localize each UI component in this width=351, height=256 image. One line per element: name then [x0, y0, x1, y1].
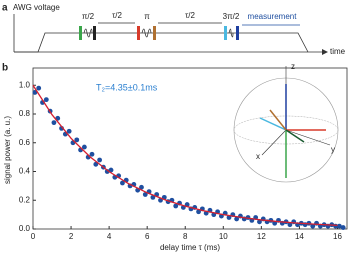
data-point	[74, 137, 80, 143]
x-tick-label: 12	[257, 232, 266, 241]
data-point	[51, 120, 57, 126]
vector	[269, 109, 287, 131]
data-point	[66, 128, 72, 134]
x-tick-label: 14	[295, 232, 304, 241]
y-axis-label: signal power (a. u.)	[3, 116, 12, 184]
x-tick-label: 6	[145, 232, 150, 241]
x-tick-label: 8	[183, 232, 188, 241]
x-label: time	[330, 47, 346, 56]
bloch-sphere: z y x	[226, 62, 346, 188]
y-tick-label: 0.4	[19, 167, 31, 176]
y-tick-label: 0.6	[19, 138, 31, 147]
data-point	[173, 203, 179, 209]
pulse	[79, 26, 82, 40]
data-point	[120, 180, 125, 186]
panel-label: a	[2, 3, 8, 14]
vector	[285, 129, 305, 143]
y-tick-label: 1.0	[19, 80, 31, 89]
measurement-label: measurement	[248, 12, 298, 21]
pulse	[228, 28, 234, 38]
axis-label: x	[256, 152, 260, 161]
pulse-label: π/2	[82, 12, 95, 21]
pulse	[224, 26, 227, 40]
data-point	[93, 161, 99, 167]
x-axis-label: delay time τ (ms)	[160, 243, 220, 252]
delay-label: τ/2	[112, 11, 122, 20]
fit-line	[32, 84, 338, 227]
annotation: T₂=4.35±0.1ms	[96, 82, 158, 92]
pulse	[137, 26, 140, 40]
x-tick-label: 4	[107, 232, 112, 241]
y-tick-label: 0.2	[19, 195, 31, 204]
x-axis	[261, 129, 287, 156]
data-point	[142, 192, 148, 197]
data-point	[340, 225, 346, 230]
panel-label: b	[2, 63, 8, 74]
data-point	[139, 184, 144, 190]
delay-label: τ/2	[185, 11, 195, 20]
x-tick-label: 10	[219, 232, 228, 241]
data-point	[287, 222, 293, 228]
data-point	[257, 219, 262, 225]
pulse-label: π	[144, 12, 150, 21]
pulse-label: 3π/2	[223, 12, 240, 21]
data-point	[108, 167, 114, 173]
data-point	[272, 220, 278, 226]
x-tick-label: 16	[333, 232, 342, 241]
data-point	[97, 157, 103, 163]
data-point	[310, 223, 316, 229]
data-point	[36, 85, 42, 91]
data-point	[43, 97, 49, 103]
pulse	[236, 26, 239, 40]
plot-frame	[32, 67, 348, 230]
pulse	[141, 28, 152, 38]
x-tick-label: 2	[69, 232, 74, 241]
arrow	[322, 49, 328, 55]
y-label: AWG voltage	[13, 3, 60, 12]
axis-label: y	[331, 145, 335, 154]
data-point	[196, 209, 201, 215]
x-tick-label: 0	[31, 232, 36, 241]
pulse	[153, 26, 156, 40]
data-point	[89, 151, 95, 157]
vector	[259, 117, 287, 131]
y-tick-label: 0.8	[19, 109, 31, 118]
pulse-diagram: a AWG voltage time π/2 π 3π/2 τ/2 τ/2 me…	[2, 3, 346, 56]
axis-label: z	[291, 62, 295, 71]
data-point	[336, 223, 342, 229]
pulse	[83, 28, 93, 38]
y-axis	[285, 129, 331, 146]
voltage-trace	[14, 32, 309, 53]
data-point	[234, 216, 240, 222]
data-point	[81, 144, 87, 150]
pulse	[93, 26, 96, 40]
y-tick-label: 0.0	[19, 224, 31, 233]
plot: b delay time τ (ms) signal power (a. u.)…	[2, 63, 348, 252]
